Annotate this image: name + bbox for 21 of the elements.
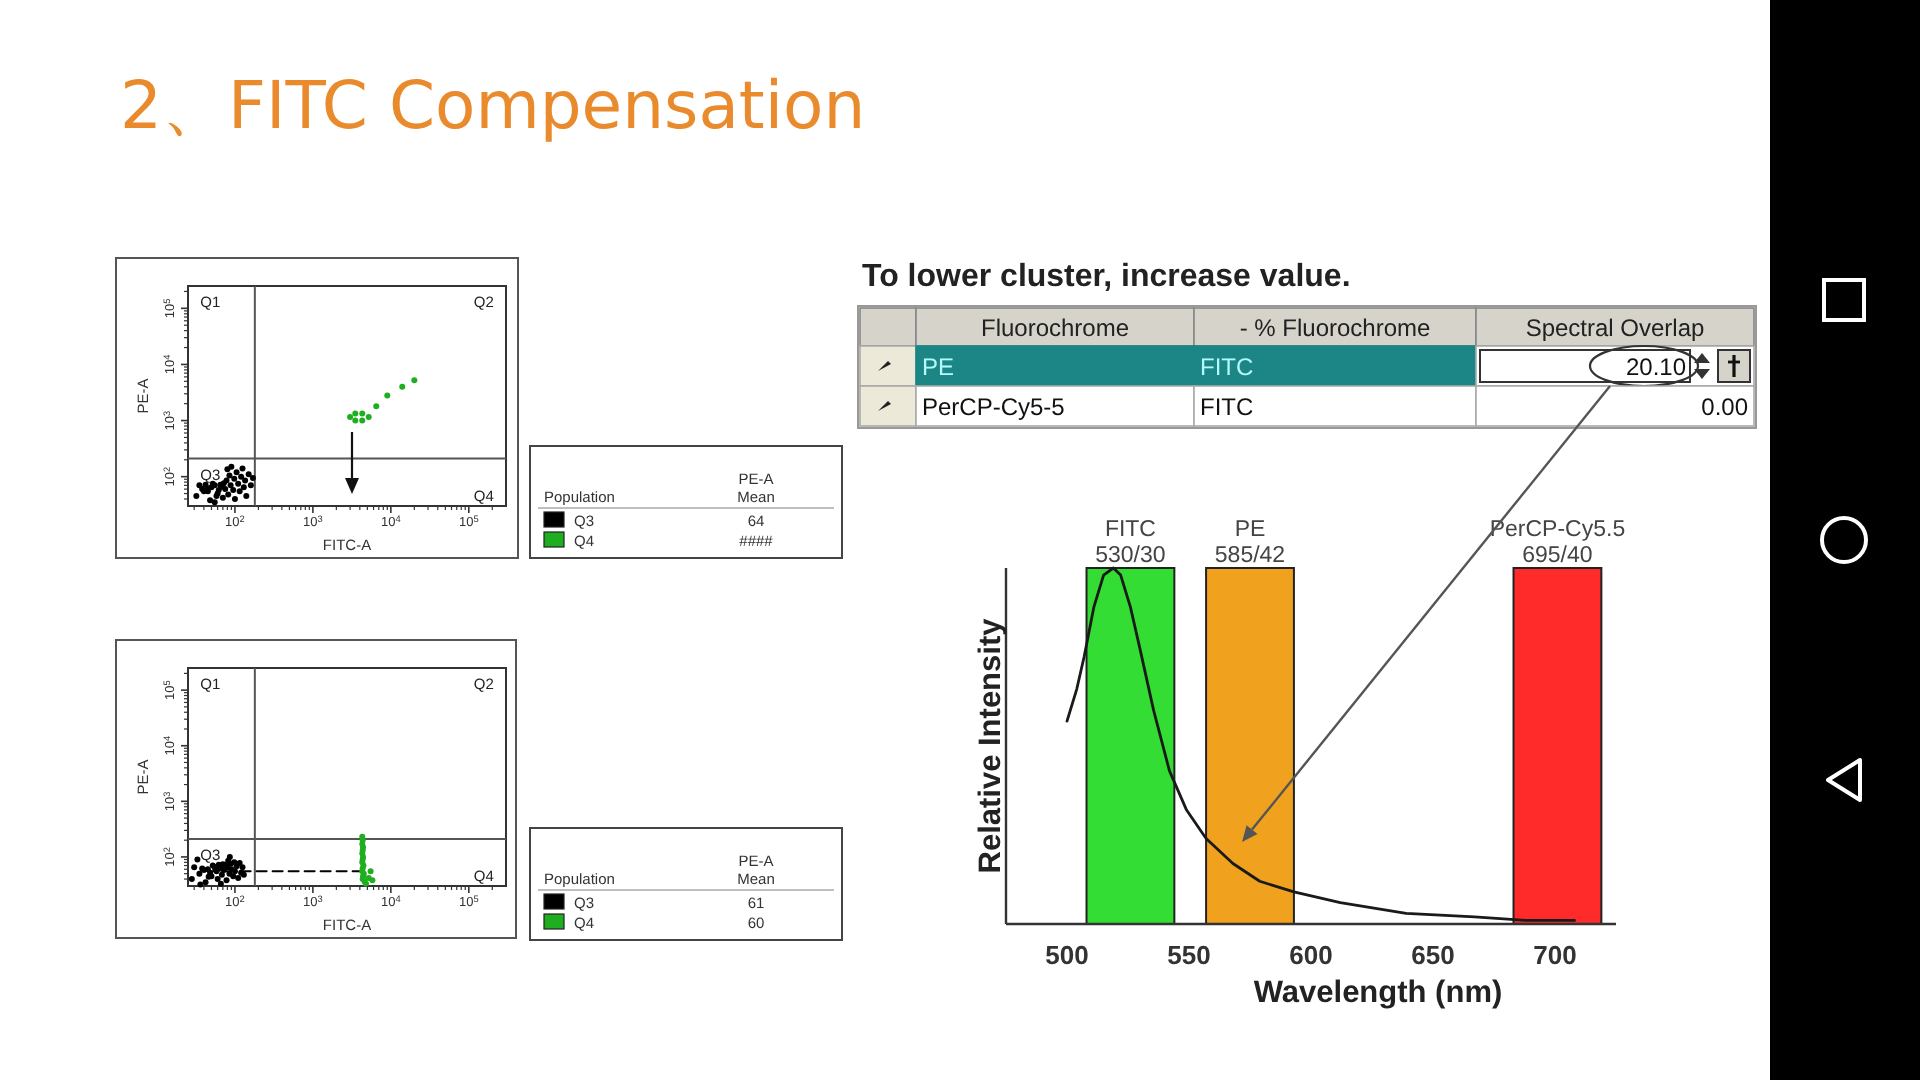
text: - % Fluorochrome <box>1239 314 1431 342</box>
x-tick-label: 550 <box>1167 940 1211 970</box>
band: FITC 530/30 <box>1085 518 1176 925</box>
category-label: PE <box>922 353 955 381</box>
text: 2、FITC Compensation <box>120 66 866 144</box>
band: PerCP-Cy5.5 695/40 <box>1489 518 1626 925</box>
x-tick-label: 700 <box>1533 940 1577 970</box>
band-label: FITC 530/30 <box>1095 518 1166 568</box>
text: To lower cluster, increase value. <box>862 260 1351 294</box>
text: Fluorochrome <box>980 314 1130 342</box>
band-label: PerCP-Cy5.5 695/40 <box>1489 518 1626 568</box>
x-tick-label: 600 <box>1289 940 1333 970</box>
category-label: FITC <box>1200 353 1254 381</box>
y-axis-title: Relative Intensity <box>974 617 1008 874</box>
x-tick-label: 650 <box>1411 940 1455 970</box>
x-tick-label: 500 <box>1045 940 1089 970</box>
band-label: PE 585/42 <box>1214 518 1286 568</box>
x-axis-title: Wavelength (nm) <box>1253 976 1503 1010</box>
category-label: PerCP-Cy5-5 <box>922 393 1066 421</box>
band: PE 585/42 <box>1205 518 1295 925</box>
category-label: FITC <box>1200 393 1254 421</box>
